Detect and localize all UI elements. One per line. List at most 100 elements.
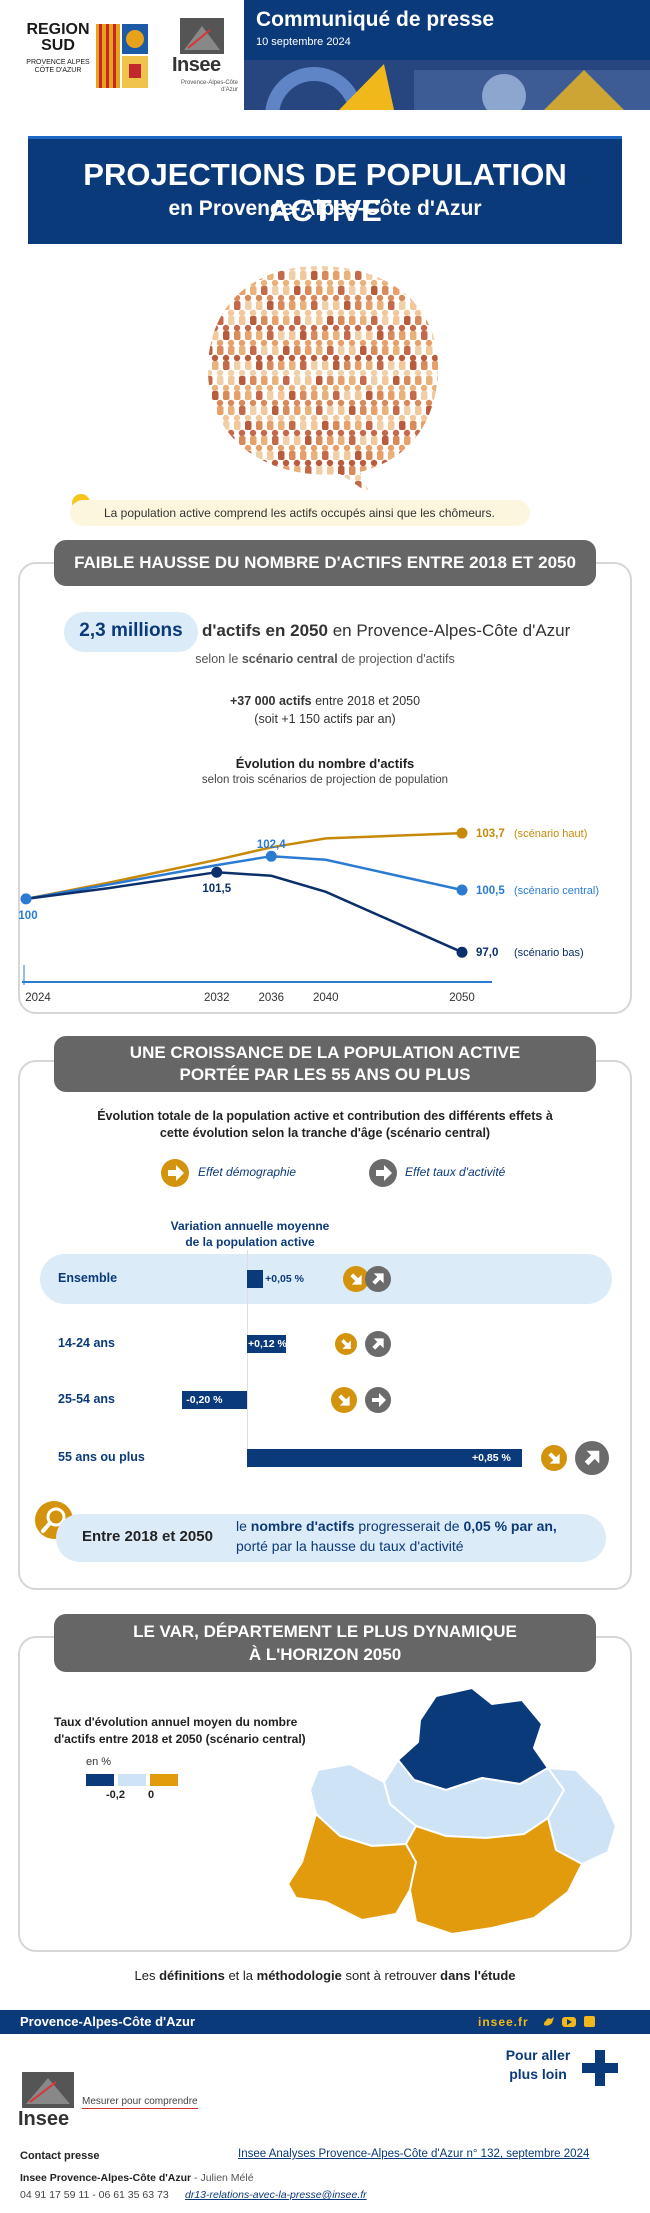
kpi-sub: selon le scénario central de projection … [0,652,650,666]
legend-tick-1: -0,2 [106,1789,125,1801]
paca-map [286,1686,618,1936]
map-bouches-du-rhone [286,1812,418,1922]
more-info-line2: plus loin [509,2066,567,2082]
study-c: et la [228,1968,254,1983]
ensemble-row-bg [40,1254,612,1304]
study-b: définitions [159,1968,225,1983]
linkedin-icon [584,2016,595,2027]
conclusion-a: le [236,1518,247,1534]
x-tick-2024: 2024 [25,992,51,1004]
kpi-sub-c: de projection d'actifs [341,652,455,666]
kpi-rest: en Provence-Alpes-Côte d'Azur [332,621,571,640]
row-label-0: Ensemble [58,1271,118,1285]
stat-bold: +37 000 actifs [229,694,312,708]
series-0-name: (scénario haut) [514,828,587,840]
map-hautes-alpes [396,1686,550,1792]
more-info[interactable]: Pour aller plus loin [498,2046,578,2084]
crowd-illustration-icon [208,266,439,494]
stat-line2: (soit +1 150 actifs par an) [254,712,396,726]
bar-label-1: +0,12 % [248,1338,287,1350]
section2-desc: Évolution totale de la population active… [40,1108,610,1142]
row-0-activity-arrow-icon [365,1266,391,1292]
legend-swatch-high [150,1774,178,1786]
press-release-title: Communiqué de presse [256,8,495,31]
row-3-activity-arrow-icon [575,1441,609,1475]
legend-activity-rate: Effet taux d'activité [405,1165,506,1179]
population-line-chart: 2024 2032 2036 2040 2050 103,7 (scénario haut)… [18,827,599,1004]
chart-subtitle: selon trois scénarios de projection de p… [201,774,449,786]
insee-logo: Insee Provence-Alpes-Côte d'Azur [168,18,238,98]
conclusion-left: Entre 2018 et 2050 [82,1528,213,1545]
bar-1 [247,1335,286,1353]
publication-link[interactable]: Insee Analyses Provence-Alpes-Côte d'Azu… [238,2148,590,2160]
row-1-activity-arrow-icon [365,1331,391,1357]
x-tick-2032: 2032 [204,992,230,1004]
series-2-name: (scénario bas) [514,947,584,959]
contact-org: Insee Provence-Alpes-Côte d'Azur [20,2172,192,2184]
bar-label-0: +0,05 % [265,1273,304,1285]
legend-demography: Effet démographie [198,1165,297,1179]
activity-rate-effect-icon [369,1159,397,1187]
series-1-line [25,854,463,901]
section2-card [18,1060,632,1590]
population-note: La population active comprend les actifs… [70,500,530,526]
more-info-line1: Pour aller [505,2047,571,2063]
section3-title: LE VAR, DÉPARTEMENT LE PLUS DYNAMIQUE À … [54,1614,596,1672]
section2-desc-line2: cette évolution selon la tranche d'âge (… [159,1126,491,1140]
plus-icon[interactable] [580,2048,620,2088]
twitter-icon [544,2017,554,2026]
bar-label-2: -0,20 % [186,1394,223,1406]
section3-title-line2: À L'HORIZON 2050 [248,1645,402,1664]
header-decoration-icon [244,60,650,110]
row-0-demography-arrow-icon [343,1266,369,1292]
series-2-end-point [456,946,468,958]
variation-title-line1: Variation annuelle moyenne [170,1219,330,1233]
map-var [404,1816,584,1936]
chart-title: Évolution du nombre d'actifs [235,756,415,771]
legend-swatch-low [86,1774,114,1786]
series-0-end-label: 103,7 [476,828,505,840]
contact-email[interactable]: dr13-relations-avec-la-presse@insee.fr [185,2189,367,2201]
insee-footer-logo-icon [22,2072,74,2108]
region-flag-icon [96,24,148,88]
insee-site-link[interactable]: insee.fr [478,2015,529,2029]
study-e: sont à retrouver [345,1968,437,1983]
zero-axis [247,1250,248,1468]
insee-logo-icon [180,18,224,54]
variation-title: Variation annuelle moyenne de la populat… [130,1218,370,1250]
footer-band: Provence-Alpes-Côte d'Azur insee.fr [0,2010,650,2034]
insee-sub: Provence-Alpes-Côte d'Azur [180,80,238,93]
main-subtitle: en Provence-Alpes-Côte d'Azur [168,197,482,220]
main-title: PROJECTIONS DE POPULATION ACTIVE [83,157,567,228]
kpi-sub-b: scénario central [241,652,338,666]
contact-line: Insee Provence-Alpes-Côte d'Azur - Julie… [20,2172,254,2184]
annotation-2-point [265,850,277,862]
legend-tick-2: 0 [148,1789,155,1801]
annotation-1-label: 101,5 [202,883,231,895]
insee-footer-name: Insee [18,2108,70,2130]
series-0-end-point [456,827,468,839]
map-title-line1: Taux d'évolution annuel moyen du nombre [54,1715,298,1729]
section3-title-line1: LE VAR, DÉPARTEMENT LE PLUS DYNAMIQUE [133,1622,517,1641]
conclusion-pill [56,1514,606,1562]
map-title-line2: d'actifs entre 2018 et 2050 (scénario ce… [54,1732,306,1746]
region-sud-logo: REGION SUD PROVENCE ALPES CÔTE D'AZUR [18,22,150,92]
series-2-end-label: 97,0 [476,947,498,959]
region-sub: PROVENCE ALPES CÔTE D'AZUR [26,59,90,74]
conclusion-d: 0,05 % par an, [463,1518,557,1534]
study-line: Les définitions et la méthodologie sont … [0,1968,650,1983]
bar-0 [247,1270,264,1288]
annotation-2-label: 102,4 [257,839,286,851]
conclusion-c: progresserait de [358,1518,460,1534]
row-label-1: 14-24 ans [58,1336,115,1350]
series-1-end-point [456,884,468,896]
section2-desc-line1: Évolution totale de la population active… [97,1109,553,1123]
row-3-demography-arrow-icon [541,1445,567,1471]
kpi-value: 2,3 millions [79,620,183,641]
study-d: méthodologie [256,1968,342,1983]
contact-phones: 04 91 17 59 11 - 06 61 35 63 73 [20,2189,169,2201]
bar-3 [247,1449,522,1467]
row-2-demography-arrow-icon [331,1387,357,1413]
section1-title: FAIBLE HAUSSE DU NOMBRE D'ACTIFS ENTRE 2… [54,540,596,586]
